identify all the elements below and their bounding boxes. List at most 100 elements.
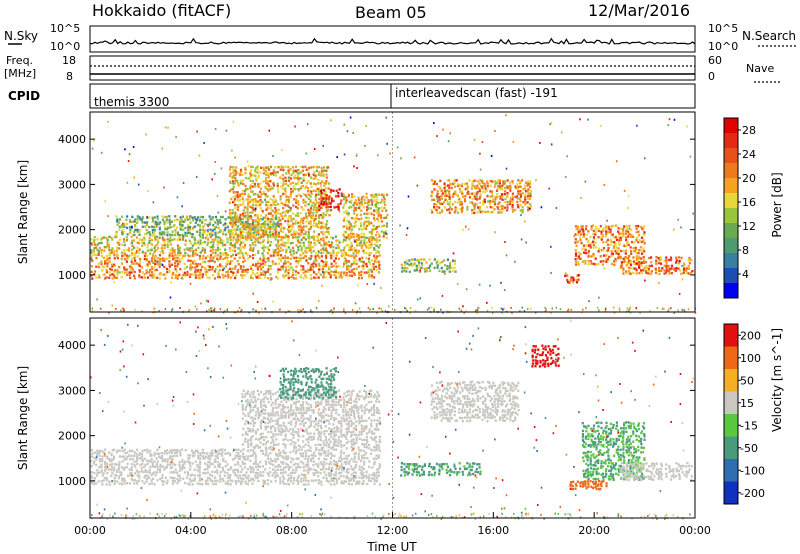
power-cell xyxy=(126,222,129,226)
power-cell xyxy=(274,215,278,219)
vel-cell xyxy=(187,454,190,457)
power-cell xyxy=(187,231,190,235)
power-cell xyxy=(241,225,244,229)
power-cell xyxy=(140,276,143,279)
power-cell xyxy=(243,274,246,277)
power-cell xyxy=(313,221,316,225)
power-cell xyxy=(448,266,451,270)
vel-cell xyxy=(125,465,129,469)
power-cell xyxy=(527,188,530,191)
power-cell xyxy=(130,253,133,257)
power-cell xyxy=(330,197,333,200)
power-cell xyxy=(602,254,606,257)
vel-cell xyxy=(274,465,277,468)
power-cell xyxy=(274,174,277,177)
power-cell xyxy=(236,179,239,183)
power-cell xyxy=(174,229,177,232)
power-cell xyxy=(605,260,608,263)
vel-cell xyxy=(320,448,323,452)
vel-cell xyxy=(373,461,376,464)
power-cell xyxy=(607,243,610,246)
power-cell xyxy=(113,276,117,279)
power-cell xyxy=(225,271,228,274)
power-cell xyxy=(660,262,663,265)
power-cell xyxy=(600,249,603,252)
power-cell xyxy=(370,236,373,239)
power-fringe xyxy=(164,308,167,311)
vel-cell xyxy=(177,479,180,482)
power-cell xyxy=(610,262,613,266)
power-cell xyxy=(234,206,237,210)
power-cell xyxy=(122,238,125,241)
power-cell xyxy=(126,233,129,236)
power-cell xyxy=(325,203,328,206)
power-cell xyxy=(350,230,353,234)
power-cell xyxy=(649,272,652,276)
power-cell xyxy=(93,243,97,246)
power-cell xyxy=(254,226,257,229)
power-cell xyxy=(307,168,310,171)
power-cell xyxy=(214,254,217,258)
power-cell xyxy=(133,233,136,237)
power-cell xyxy=(583,251,586,254)
power-cell xyxy=(575,254,578,257)
power-cell xyxy=(334,270,337,273)
power-cell xyxy=(320,197,323,200)
power-cell xyxy=(370,270,373,273)
power-cell xyxy=(623,244,626,247)
power-fringe xyxy=(426,308,429,311)
vel-cell xyxy=(328,466,331,469)
power-cell xyxy=(374,265,378,268)
power-speck xyxy=(447,140,450,143)
power-cell xyxy=(267,239,270,242)
vel-cell xyxy=(231,479,234,483)
vel-cell xyxy=(139,463,142,467)
power-cell xyxy=(141,225,144,228)
power-cell xyxy=(370,232,373,236)
vel-cell xyxy=(276,397,279,400)
power-cell xyxy=(665,256,668,259)
power-cell xyxy=(302,208,305,211)
vel-cell xyxy=(245,419,248,423)
power-fringe xyxy=(329,310,331,313)
power-cell xyxy=(270,209,273,212)
power-cell xyxy=(343,195,346,198)
power-cell xyxy=(363,220,366,224)
power-cell xyxy=(360,224,363,228)
power-cell xyxy=(475,192,478,196)
vel-cell xyxy=(266,440,269,443)
power-cell xyxy=(115,235,118,238)
power-fringe xyxy=(598,309,600,312)
power-cell xyxy=(577,274,580,277)
power-cell xyxy=(250,169,253,172)
power-cell xyxy=(249,223,252,226)
cpid-label: CPID xyxy=(8,89,40,103)
vel-cell xyxy=(138,474,141,477)
power-cell xyxy=(501,184,504,188)
power-cell xyxy=(529,203,532,206)
power-cell xyxy=(243,206,247,209)
power-cell xyxy=(159,233,162,236)
power-cell xyxy=(244,176,248,180)
vel-cell xyxy=(91,452,94,455)
power-cell xyxy=(357,265,360,268)
power-cell xyxy=(646,266,649,270)
power-cell xyxy=(448,184,451,187)
vel-cell xyxy=(312,457,315,460)
power-cell xyxy=(211,268,214,271)
power-fringe xyxy=(511,311,513,314)
power-cell xyxy=(337,205,340,209)
power-fringe xyxy=(670,307,672,310)
vel-cell xyxy=(214,482,217,486)
power-fringe xyxy=(188,308,191,311)
power-cell xyxy=(203,266,206,269)
vel-cell xyxy=(240,482,243,486)
power-cell xyxy=(219,237,222,240)
vel-cell xyxy=(303,476,306,479)
power-cell xyxy=(266,217,269,220)
power-fringe xyxy=(478,306,480,309)
power-cell xyxy=(307,222,311,225)
power-cell xyxy=(209,228,212,231)
power-cell xyxy=(347,260,351,263)
power-cell xyxy=(259,276,262,280)
